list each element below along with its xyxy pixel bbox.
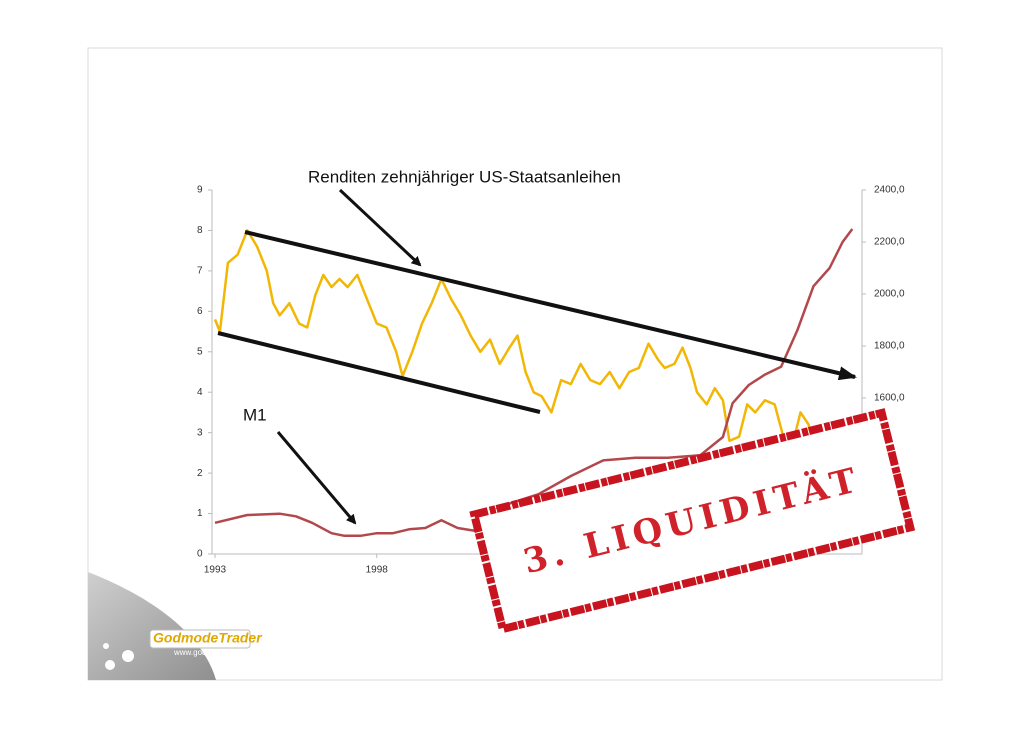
logo-box [149,629,251,649]
x-tick-label: 1998 [366,565,389,576]
y2-tick-label: 2000,0 [874,289,905,300]
logo: GodmodeTrader [153,630,263,646]
x-tick-label: 1993 [204,565,227,576]
annotation: Renditen zehnjähriger US-Staatsanleihen [308,167,621,186]
dot [103,643,109,649]
y-tick-label: 5 [197,346,203,357]
y-tick-label: 0 [197,549,203,560]
y2-tick-label: 1600,0 [874,393,905,404]
channel-upper [244,230,857,381]
y-tick-label: 8 [197,225,203,236]
y2-tick-label: 1800,0 [874,341,905,352]
annotation: M1 [243,405,267,424]
stamp-border [469,408,916,634]
y-tick-label: 6 [197,306,203,317]
y-tick-label: 4 [197,387,203,398]
arrow [338,188,422,267]
dot [122,650,134,662]
data-line [213,229,853,491]
y-tick-label: 3 [197,427,203,438]
dot [105,660,115,670]
y2-tick-label: 2200,0 [874,237,905,248]
corner-decoration [88,572,216,680]
y-tick-label: 9 [197,185,203,196]
y2-tick-label: 2400,0 [874,185,905,196]
logo-url: www.godmode-trader.de [173,648,261,657]
y-tick-label: 2 [197,468,203,479]
y-tick-label: 1 [197,508,203,519]
channel-lower [217,331,541,414]
arrow [276,431,357,525]
y-tick-label: 7 [197,266,203,277]
